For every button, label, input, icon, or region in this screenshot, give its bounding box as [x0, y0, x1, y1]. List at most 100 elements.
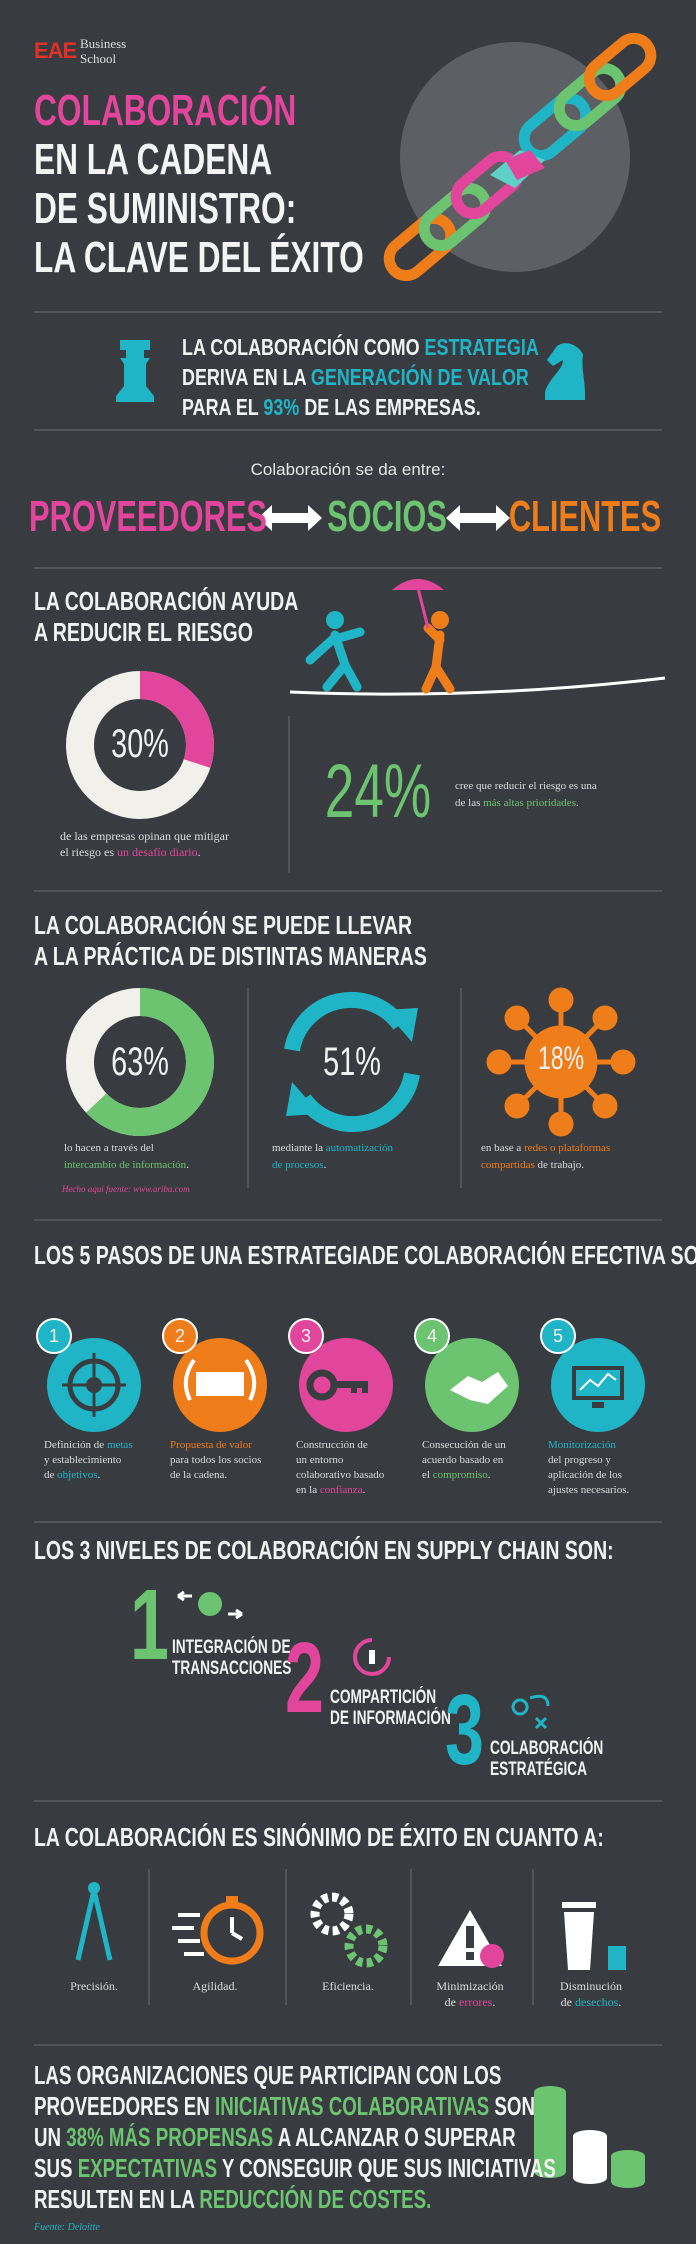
text-segment: de la cadena.	[170, 1469, 228, 1481]
chain-illustration	[383, 32, 657, 282]
text-segment: Disminución	[560, 1979, 622, 1993]
text-segment: acuerdo basado en	[422, 1454, 504, 1466]
level-caption: TRANSACCIONES	[172, 1658, 292, 1679]
text-line: Definición de metas	[44, 1438, 133, 1453]
text-segment: compromiso	[432, 1469, 488, 1481]
section-heading: LA COLABORACIÓN ES SINÓNIMO DE ÉXITO EN …	[34, 1822, 604, 1852]
success-icon-part	[562, 1902, 596, 1908]
text-segment: de trabajo.	[534, 1159, 584, 1171]
step-icon-part	[183, 1358, 257, 1401]
way-stat-label: 18%	[537, 1040, 585, 1076]
chain-illustration-part-part	[518, 92, 592, 162]
network-icon-part	[548, 987, 574, 1013]
level-icon-part	[369, 1650, 375, 1664]
text-segment: Monitorización	[548, 1439, 616, 1451]
text-line: Agilidad.	[193, 1978, 238, 1994]
cycle-arrowhead	[286, 1008, 418, 1116]
success-icon-part	[88, 1882, 100, 1894]
double-arrow-part	[258, 505, 322, 531]
level-icon-part	[198, 1592, 222, 1616]
text-segment: .	[362, 1484, 366, 1496]
text-line: Propuesta de valor	[170, 1438, 261, 1453]
text-line: compartidas de trabajo.	[481, 1157, 610, 1174]
way-caption: mediante la automatización de procesos.	[272, 1140, 393, 1174]
text-segment: de las empresas opinan que mitigar	[60, 829, 229, 843]
text-line: mediante la automatización	[272, 1140, 393, 1157]
text-segment: aplicación de los	[548, 1469, 622, 1481]
text-segment: UN	[34, 2122, 67, 2152]
step-number: 2	[174, 1326, 186, 1346]
text-segment: RESULTEN EN LA	[34, 2184, 200, 2214]
text-segment: colaborativo basado	[296, 1469, 385, 1481]
success-icon-part	[75, 1889, 113, 1961]
step-caption: Monitorización del progreso y aplicación d…	[548, 1438, 629, 1498]
text-segment: objetivos	[57, 1469, 98, 1481]
text-segment: Propuesta de valor	[170, 1439, 252, 1451]
success-icon-part	[226, 1896, 238, 1904]
text-segment: LAS ORGANIZACIONES QUE PARTICIPAN CON LO…	[34, 2060, 502, 2090]
text-segment: Agilidad.	[192, 1979, 238, 1993]
step-icon-part	[576, 1370, 620, 1396]
step-number: 5	[552, 1326, 564, 1346]
stat-caption: cree que reducir el riesgo es una de las …	[455, 778, 597, 812]
text-segment: Definición de	[44, 1439, 107, 1451]
text-line: Precisión.	[70, 1978, 118, 1994]
text-line: de errores.	[436, 1994, 503, 2010]
text-line: SUS EXPECTATIVAS Y CONSEGUIR QUE SUS INI…	[34, 2153, 556, 2184]
step-number: 4	[426, 1326, 438, 1346]
text-line: aplicación de los	[548, 1468, 629, 1483]
chain-illustration-part-part	[418, 182, 492, 252]
text-line: en base a redes o plataformas	[481, 1140, 610, 1157]
text-line: colaborativo basado	[296, 1468, 384, 1483]
donut-caption: de las empresas opinan que mitigar el rie…	[60, 828, 229, 860]
text-segment: de las	[455, 797, 484, 809]
coin-stacks-part	[611, 2176, 645, 2188]
tightrope-illustration-part	[431, 611, 449, 629]
cycle-arrowhead-part	[384, 1008, 418, 1042]
text-segment: de procesos	[272, 1159, 324, 1171]
level-caption: COLABORACIÓN	[490, 1738, 604, 1759]
text-segment: INICIATIVAS COLABORATIVAS	[215, 2091, 490, 2121]
section-heading: LOS 3 NIVELES DE COLABORACIÓN EN SUPPLY …	[34, 1535, 614, 1565]
text-segment: de	[444, 1995, 460, 2009]
tightrope-illustration-part	[392, 579, 444, 590]
logo-name: Business	[80, 36, 127, 51]
text-segment: .	[487, 1469, 491, 1481]
text-line: y establecimiento	[44, 1453, 133, 1468]
level-icon-part	[353, 1638, 391, 1676]
text-segment: 93%	[263, 394, 300, 420]
text-segment: A ALCANZAR O SUPERAR	[273, 2122, 516, 2152]
section-heading: LA COLABORACIÓN AYUDA	[34, 586, 299, 616]
stat-charts	[66, 671, 214, 1136]
success-caption: Eficiencia.	[322, 1978, 374, 1994]
text-segment: ajustes necesarios.	[548, 1484, 630, 1496]
tightrope-illustration-part	[421, 623, 455, 694]
text-segment: errores	[459, 1995, 493, 2009]
text-segment: REDUCCIÓN DE COSTES.	[199, 2184, 432, 2214]
text-segment: EXPECTATIVAS	[77, 2153, 218, 2183]
level-icon	[177, 1590, 550, 1730]
text-line: UN 38% MÁS PROPENSAS A ALCANZAR O SUPERA…	[34, 2122, 556, 2153]
chain-illustration-part	[383, 32, 657, 282]
level-caption: COMPARTICIÓN	[330, 1687, 437, 1708]
success-icon-part	[200, 1901, 264, 1965]
text-segment: SON	[489, 2091, 536, 2121]
section-heading: A LA PRÁCTICA DE DISTINTAS MANERAS	[34, 941, 427, 971]
text-line: un entorno	[296, 1453, 384, 1468]
text-line: PARA EL 93% DE LAS EMPRESAS.	[182, 392, 539, 422]
main-title: COLABORACIÓN	[34, 86, 297, 135]
text-segment: para todos los socios	[170, 1454, 262, 1466]
text-line: DERIVA EN LA GENERACIÓN DE VALOR	[182, 362, 539, 392]
text-segment: Precisión.	[70, 1979, 118, 1993]
success-icon	[75, 1882, 626, 1970]
text-line: Consecución de un	[422, 1438, 506, 1453]
level-icon-part	[511, 1694, 550, 1730]
text-line: en la confianza.	[296, 1483, 384, 1498]
step-icon-part	[579, 1372, 617, 1391]
way-caption: lo hacen a través del intercambio de info…	[64, 1140, 189, 1174]
network-icon	[486, 987, 636, 1137]
text-line: PROVEEDORES EN INICIATIVAS COLABORATIVAS…	[34, 2091, 556, 2122]
step-icon	[62, 1353, 624, 1417]
text-line: el compromiso.	[422, 1468, 506, 1483]
